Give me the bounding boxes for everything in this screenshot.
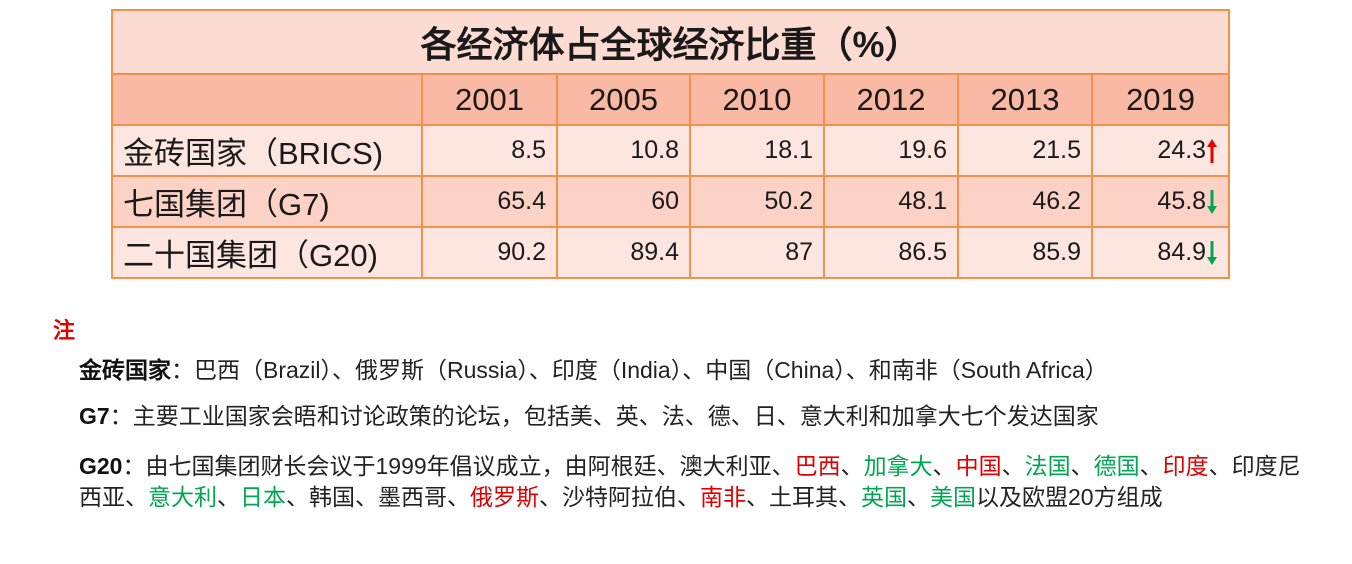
- table-cell: 89.4: [556, 226, 691, 279]
- note-term: 金砖国家: [79, 357, 171, 383]
- year-header: 2013: [957, 73, 1093, 126]
- list-separator: 、: [539, 484, 562, 510]
- g20-member-list: 巴西、加拿大、中国、法国、德国、印度、印度尼西亚、意大利、日本、韩国、墨西哥、俄…: [79, 453, 1301, 510]
- table-cell: 10.8: [556, 124, 691, 177]
- note-term: G7: [79, 403, 110, 429]
- table-cell-value: 24.3: [1157, 136, 1207, 164]
- g20-member: 英国: [861, 484, 907, 510]
- table-cell: 85.9: [957, 226, 1093, 279]
- table-cell: 18.1: [689, 124, 825, 177]
- list-separator: 、: [932, 453, 956, 479]
- notes-heading: 注: [53, 318, 76, 343]
- note-text: ：由七国集团财长会议于1999年倡议成立，由阿根廷、澳大利亚、: [122, 453, 795, 479]
- g20-member: 沙特阿拉伯: [562, 484, 677, 510]
- list-separator: 、: [907, 484, 930, 510]
- list-separator: 、: [840, 453, 864, 479]
- table-cell: 90.2: [421, 226, 558, 279]
- table-cell-value: 84.9: [1157, 238, 1207, 266]
- list-separator: 、: [125, 484, 148, 510]
- list-separator: 、: [1208, 453, 1232, 479]
- g20-member: 法国: [1024, 453, 1071, 479]
- row-label: 金砖国家（BRICS): [111, 124, 423, 177]
- g20-member: 中国: [955, 453, 1002, 479]
- note-g7: G7：主要工业国家会晤和讨论政策的论坛，包括美、英、法、德、日、意大利和加拿大七…: [79, 401, 1319, 432]
- g20-member: 土耳其: [769, 484, 838, 510]
- g20-member: 墨西哥: [378, 484, 447, 510]
- g20-member: 德国: [1093, 453, 1140, 479]
- g20-member: 加拿大: [863, 453, 933, 479]
- list-separator: 、: [838, 484, 861, 510]
- year-header: 2001: [421, 73, 558, 126]
- table-cell: 86.5: [823, 226, 959, 279]
- table-cell: 8.5: [421, 124, 558, 177]
- trend-down-arrow-icon: [1206, 240, 1218, 266]
- year-header: 2012: [823, 73, 959, 126]
- table-cell: 65.4: [421, 175, 558, 228]
- year-header: 2010: [689, 73, 825, 126]
- table-cell: 60: [556, 175, 691, 228]
- trend-down-arrow-icon: [1206, 189, 1218, 215]
- row-label: 七国集团（G7): [111, 175, 423, 228]
- g20-member: 韩国: [309, 484, 355, 510]
- table-row: 金砖国家（BRICS) 8.5 10.8 18.1 19.6 21.5 24.3: [111, 124, 1231, 177]
- year-header: 2005: [556, 73, 691, 126]
- header-corner-cell: [111, 73, 423, 126]
- note-text: ：主要工业国家会晤和讨论政策的论坛，包括美、英、法、德、日、意大利和加拿大七个发…: [109, 403, 1099, 429]
- year-header: 2019: [1090, 73, 1231, 126]
- table-cell: 50.2: [689, 175, 825, 228]
- g20-member: 印度尼西亚: [79, 453, 1301, 510]
- note-brics: 金砖国家：巴西（Brazil）、俄罗斯（Russia）、印度（India）、中国…: [79, 355, 1319, 386]
- table-cell: 19.6: [823, 124, 959, 177]
- table-cell: 87: [689, 226, 825, 279]
- table-cell-latest: 84.9: [1090, 226, 1231, 279]
- row-label: 二十国集团（G20): [111, 226, 423, 279]
- note-text: 以及欧盟20方组成: [976, 484, 1163, 510]
- economy-share-table: 各经济体占全球经济比重（%） 2001 2005 2010 2012 2013 …: [110, 9, 1231, 279]
- list-separator: 、: [217, 484, 240, 510]
- trend-up-arrow-icon: [1206, 138, 1218, 164]
- list-separator: 、: [746, 484, 769, 510]
- list-separator: 、: [355, 484, 378, 510]
- note-term: G20: [79, 453, 123, 479]
- list-separator: 、: [1070, 453, 1094, 479]
- list-separator: 、: [1139, 453, 1163, 479]
- list-separator: 、: [447, 484, 470, 510]
- g20-member: 意大利: [148, 484, 217, 510]
- note-text: ：巴西（Brazil）、俄罗斯（Russia）、印度（India）、中国（Chi…: [171, 357, 1108, 383]
- table-row: 七国集团（G7) 65.4 60 50.2 48.1 46.2 45.8: [111, 175, 1231, 228]
- table-cell: 46.2: [957, 175, 1093, 228]
- g20-member: 巴西: [794, 453, 841, 479]
- table-cell-value: 45.8: [1157, 187, 1207, 215]
- note-g20: G20：由七国集团财长会议于1999年倡议成立，由阿根廷、澳大利亚、巴西、加拿大…: [79, 451, 1319, 513]
- header-row: 2001 2005 2010 2012 2013 2019: [111, 73, 1231, 126]
- table-cell-latest: 24.3: [1090, 124, 1231, 177]
- list-separator: 、: [1001, 453, 1025, 479]
- table-cell: 21.5: [957, 124, 1093, 177]
- list-separator: 、: [286, 484, 309, 510]
- g20-member: 俄罗斯: [470, 484, 539, 510]
- g20-member: 印度: [1162, 453, 1209, 479]
- g20-member: 日本: [240, 484, 286, 510]
- list-separator: 、: [677, 484, 700, 510]
- table-cell-latest: 45.8: [1090, 175, 1231, 228]
- table-cell: 48.1: [823, 175, 959, 228]
- g20-member: 南非: [700, 484, 746, 510]
- g20-member: 美国: [930, 484, 976, 510]
- table-row: 二十国集团（G20) 90.2 89.4 87 86.5 85.9 84.9: [111, 226, 1231, 279]
- table-title: 各经济体占全球经济比重（%）: [110, 9, 1231, 75]
